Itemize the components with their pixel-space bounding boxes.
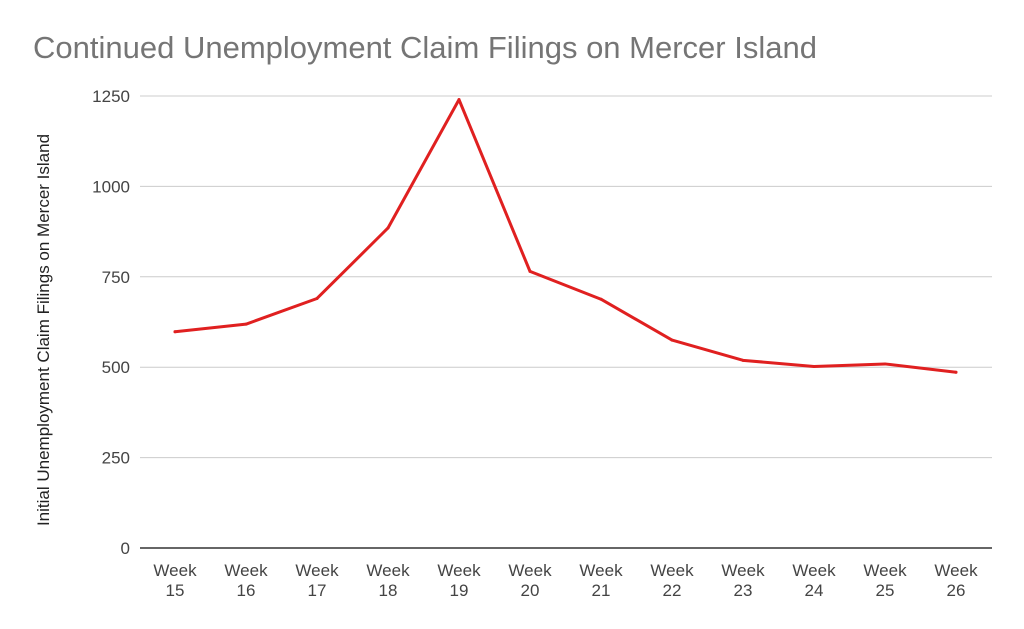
- series-line: [173, 98, 958, 374]
- data-point: [883, 362, 887, 366]
- data-point: [528, 269, 532, 273]
- data-point: [386, 226, 390, 230]
- y-tick-label: 250: [102, 449, 130, 468]
- data-point: [954, 370, 958, 374]
- x-tick-label: Week 15: [153, 561, 197, 600]
- x-tick-label: Week 17: [295, 561, 339, 600]
- data-point: [599, 297, 603, 301]
- data-point: [173, 330, 177, 334]
- y-tick-label: 0: [121, 539, 130, 558]
- y-tick-label: 1250: [92, 87, 130, 106]
- y-tick-label: 750: [102, 268, 130, 287]
- chart-title: Continued Unemployment Claim Filings on …: [33, 30, 817, 65]
- y-tick-label: 500: [102, 358, 130, 377]
- y-axis-label: Initial Unemployment Claim Filings on Me…: [34, 134, 53, 526]
- data-point: [812, 364, 816, 368]
- y-tick-label: 1000: [92, 177, 130, 196]
- x-tick-label: Week 16: [224, 561, 268, 600]
- data-point: [315, 296, 319, 300]
- x-tick-label: Week 19: [437, 561, 481, 600]
- x-tick-label: Week 23: [721, 561, 765, 600]
- x-tick-label: Week 22: [650, 561, 694, 600]
- x-tick-label: Week 20: [508, 561, 552, 600]
- x-tick-label: Week 18: [366, 561, 410, 600]
- x-tick-label: Week 25: [863, 561, 907, 600]
- y-tick-labels: 0 250 500 750 1000 1250: [92, 87, 130, 558]
- x-tick-labels: Week 15 Week 16 Week 17 Week 18 Week 19 Week 20 Week…: [153, 561, 978, 600]
- data-point: [244, 322, 248, 326]
- x-tick-label: Week 26: [934, 561, 978, 600]
- series-layer: [173, 98, 958, 374]
- gridlines: [140, 95, 992, 459]
- data-point: [670, 338, 674, 342]
- data-point: [457, 98, 461, 102]
- x-tick-label: Week 21: [579, 561, 623, 600]
- x-tick-label: Week 24: [792, 561, 836, 600]
- data-point: [741, 358, 745, 362]
